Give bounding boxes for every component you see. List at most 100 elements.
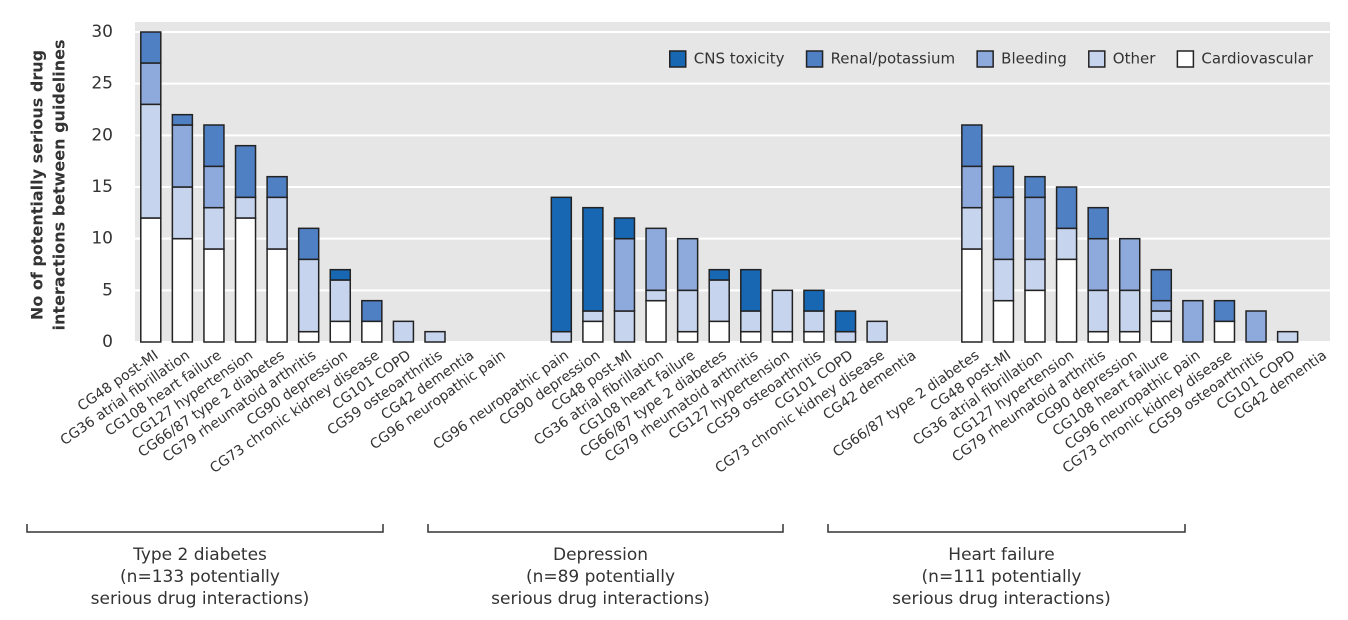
bar-segment [1182,299,1204,343]
bar-segment [961,165,983,209]
legend-label: Other [1113,50,1156,68]
y-tick-label: 20 [91,125,113,145]
legend-swatch [1088,50,1106,68]
bar-segment [582,206,604,312]
bar-segment [140,62,162,106]
bar-segment [1024,175,1046,199]
legend-label: Cardiovascular [1201,50,1313,68]
bar-segment [1024,289,1046,343]
group-bracket [827,524,1186,533]
bar-segment [329,320,352,343]
bar-segment [645,299,667,343]
bar-segment [1118,330,1141,343]
y-tick-label: 25 [91,74,113,94]
bar-segment [676,237,699,292]
bar-segment [803,330,825,343]
bar-segment [361,299,383,323]
group-bracket [26,524,384,533]
bar-segment [140,103,162,219]
bar-segment [961,248,983,343]
bar-segment [1150,310,1173,323]
bar-segment [582,310,604,323]
bar-segment [1055,186,1078,230]
bar-segment [740,310,762,333]
bar-segment [771,289,794,333]
legend-label: CNS toxicity [694,50,785,68]
bar-segment [171,124,194,188]
bar-segment [1118,237,1141,292]
bar-segment [203,165,225,209]
bar-segment [203,124,225,168]
y-tick-label: 15 [91,177,113,197]
bar-segment [708,320,730,343]
bar-segment [1024,196,1046,261]
bar-segment [708,268,730,281]
bar-segment [992,196,1015,261]
bar-segment [1087,237,1109,292]
bar-segment [1150,299,1173,312]
bar-segment [961,124,983,168]
group-bracket [427,524,784,533]
bar-segment [1213,320,1236,343]
y-tick-label: 30 [91,22,113,42]
bar-segment [297,258,320,333]
legend-label: Renal/potassium [831,50,956,68]
bar-segment [1118,289,1141,333]
y-tick-label: 0 [102,332,113,352]
legend-label: Bleeding [1001,50,1067,68]
bar-segment [613,237,636,312]
bar-segment [866,320,888,343]
bar-segment [645,289,667,302]
group-label: Depression [553,545,648,565]
bar-segment [234,196,257,219]
group-note: serious drug interactions) [892,589,1111,609]
bar-segment [1055,227,1078,261]
bar-segment [171,186,194,240]
legend-swatch [669,50,687,68]
bar-segment [676,330,699,343]
bar-segment [1276,330,1299,343]
bar-segment [992,299,1015,343]
group-note: (n=133 potentially [120,567,280,587]
y-tick-label: 5 [102,280,113,300]
bar-segment [1150,268,1173,302]
bar-segment [329,268,352,281]
bar-segment [645,227,667,292]
bar-segment [297,227,320,261]
bar-segment [803,310,825,333]
bar-segment [992,165,1015,199]
bar-segment [329,279,352,323]
bar-segment [550,330,573,343]
bar-segment [803,289,825,312]
legend-swatch [976,50,994,68]
bar-segment [266,196,288,250]
bar-segment [992,258,1015,302]
bar-segment [392,320,415,343]
bar-segment [1213,299,1236,323]
bar-segment [266,248,288,343]
bar-segment [140,31,162,64]
bar-segment [1087,289,1109,333]
bar-segment [1245,310,1267,343]
legend-swatch [805,50,824,68]
group-label: Heart failure [948,545,1054,565]
bar-segment [297,330,320,343]
bar-segment [1024,258,1046,292]
bar-segment [1150,320,1173,343]
bar-segment [234,217,257,343]
bar-segment [424,330,446,343]
legend-swatch [1176,50,1195,68]
bar-segment [361,320,383,343]
bar-segment [171,237,194,343]
bar-segment [613,310,636,343]
group-note: (n=111 potentially [922,567,1082,587]
bar-segment [740,268,762,312]
y-tick-label: 10 [91,229,113,249]
bar-segment [234,144,257,199]
y-axis-label: No of potentially serious drug [28,50,47,320]
bar-segment [1055,258,1078,343]
bar-segment [550,196,573,333]
bar-segment [266,175,288,199]
